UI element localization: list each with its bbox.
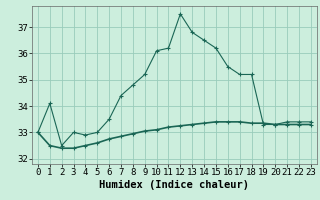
X-axis label: Humidex (Indice chaleur): Humidex (Indice chaleur) (100, 180, 249, 190)
